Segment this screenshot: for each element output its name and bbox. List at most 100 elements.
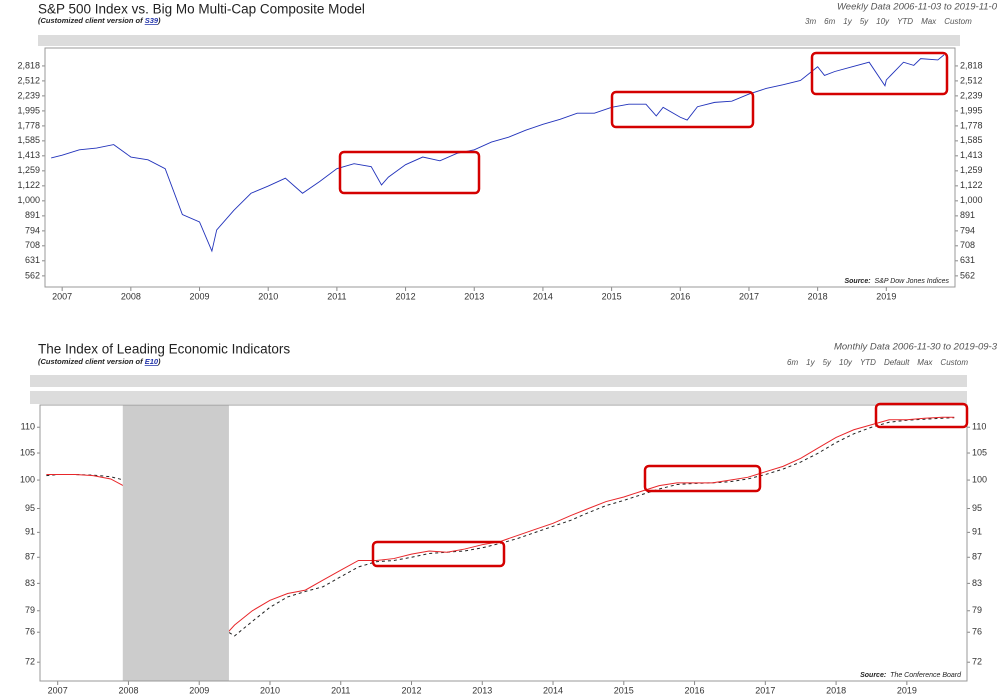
- x-tick-label: 2013: [472, 685, 492, 695]
- subtitle-link[interactable]: S39: [145, 16, 159, 25]
- subtitle-suffix: ): [157, 16, 161, 25]
- x-tick-label: 2019: [897, 685, 917, 695]
- y-tick-label: 631: [960, 255, 975, 265]
- y-tick-label: 2,239: [960, 90, 983, 100]
- x-tick-label: 2017: [755, 685, 775, 695]
- y-tick-label: 105: [20, 447, 35, 457]
- y-tick-label: 1,000: [17, 195, 40, 205]
- range-button[interactable]: 6m: [824, 17, 835, 26]
- range-button[interactable]: 3m: [805, 17, 816, 26]
- highlight-box: [371, 540, 506, 568]
- source-label: Source:: [844, 278, 870, 285]
- y-tick-label: 562: [25, 270, 40, 280]
- y-tick-label: 891: [960, 210, 975, 220]
- x-tick-label: 2008: [118, 685, 138, 695]
- y-tick-label: 83: [972, 578, 982, 588]
- source: Source: S&P Dow Jones Indices: [844, 278, 949, 285]
- y-tick-label: 110: [972, 422, 986, 432]
- subtitle: (Customized client version of S39): [38, 16, 161, 25]
- y-tick-label: 110: [21, 422, 35, 432]
- y-tick-label: 708: [960, 240, 975, 250]
- range-button[interactable]: Max: [917, 358, 933, 367]
- x-tick-label: 2017: [739, 291, 759, 301]
- range-button[interactable]: Custom: [940, 358, 968, 367]
- y-tick-label: 91: [25, 527, 35, 537]
- y-tick-label: 91: [972, 527, 982, 537]
- range-button[interactable]: 1y: [843, 17, 852, 26]
- data-range: Weekly Data 2006-11-03 to 2019-11-0: [837, 2, 997, 13]
- x-tick-label: 2007: [52, 291, 72, 301]
- y-tick-label: 2,512: [960, 75, 983, 85]
- range-button[interactable]: 10y: [876, 17, 890, 26]
- x-tick-label: 2009: [189, 685, 209, 695]
- x-tick-label: 2014: [543, 685, 563, 695]
- chart-title: S&P 500 Index vs. Big Mo Multi-Cap Compo…: [38, 2, 365, 17]
- range-button[interactable]: 6m: [787, 358, 798, 367]
- y-tick-label: 794: [960, 225, 975, 235]
- y-tick-label: 1,259: [960, 165, 983, 175]
- subtitle-link[interactable]: E10: [145, 357, 159, 366]
- source: Source: The Conference Board: [860, 672, 962, 679]
- y-tick-label: 76: [25, 627, 35, 637]
- range-button[interactable]: 1y: [806, 358, 815, 367]
- range-button[interactable]: 5y: [823, 358, 832, 367]
- range-button[interactable]: Custom: [944, 17, 972, 26]
- subtitle: (Customized client version of E10): [38, 357, 161, 366]
- highlight-box: [810, 51, 949, 96]
- y-tick-label: 87: [972, 552, 982, 562]
- y-tick-label: 631: [25, 255, 40, 265]
- y-tick-label: 1,122: [960, 180, 983, 190]
- x-tick-label: 2018: [826, 685, 846, 695]
- y-tick-label: 105: [972, 447, 987, 457]
- range-button[interactable]: YTD: [897, 17, 913, 26]
- x-tick-label: 2015: [614, 685, 634, 695]
- range-button[interactable]: YTD: [860, 358, 876, 367]
- range-button[interactable]: Default: [884, 358, 910, 367]
- y-tick-label: 100: [20, 474, 35, 484]
- subtitle-suffix: ): [157, 357, 161, 366]
- y-tick-label: 95: [25, 503, 35, 513]
- y-tick-label: 1,995: [960, 105, 983, 115]
- range-button[interactable]: 5y: [860, 17, 869, 26]
- y-tick-label: 1,995: [17, 105, 40, 115]
- plot-frame: [39, 404, 968, 682]
- range-button[interactable]: 10y: [839, 358, 853, 367]
- y-tick-label: 79: [972, 605, 982, 615]
- x-tick-label: 2012: [396, 291, 416, 301]
- source-text: S&P Dow Jones Indices: [875, 278, 950, 285]
- y-tick-label: 2,818: [960, 60, 983, 70]
- source-text: The Conference Board: [890, 672, 962, 679]
- x-tick-label: 2012: [401, 685, 421, 695]
- x-tick-label: 2015: [602, 291, 622, 301]
- x-tick-label: 2010: [258, 291, 278, 301]
- y-tick-label: 2,818: [17, 60, 40, 70]
- y-tick-label: 2,239: [17, 90, 40, 100]
- y-tick-label: 1,413: [17, 150, 40, 160]
- x-tick-label: 2016: [670, 291, 690, 301]
- y-tick-label: 1,778: [960, 120, 983, 130]
- y-tick-label: 562: [960, 270, 975, 280]
- chart-title: The Index of Leading Economic Indicators: [38, 342, 290, 357]
- legend-bar: [30, 375, 967, 387]
- x-tick-label: 2007: [48, 685, 68, 695]
- highlight-box: [610, 90, 755, 129]
- data-line: [51, 54, 945, 253]
- y-tick-label: 79: [25, 605, 35, 615]
- x-tick-label: 2018: [808, 291, 828, 301]
- y-tick-label: 1,259: [17, 165, 40, 175]
- y-tick-label: 708: [25, 240, 40, 250]
- y-tick-label: 1,122: [17, 180, 40, 190]
- data-range: Monthly Data 2006-11-30 to 2019-09-3: [834, 342, 997, 353]
- legend-bar: [30, 391, 967, 404]
- range-button[interactable]: Max: [921, 17, 937, 26]
- x-tick-label: 2013: [464, 291, 484, 301]
- y-tick-label: 72: [972, 657, 982, 667]
- highlight-box: [643, 464, 762, 493]
- highlight-box: [874, 402, 969, 429]
- highlight-box: [338, 150, 481, 195]
- y-tick-label: 1,778: [17, 120, 40, 130]
- x-tick-label: 2016: [685, 685, 705, 695]
- y-tick-label: 794: [25, 225, 40, 235]
- y-tick-label: 2,512: [17, 75, 40, 85]
